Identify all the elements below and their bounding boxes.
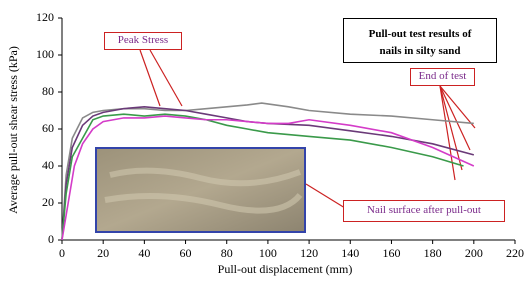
y-tick-label: 100	[36, 47, 54, 61]
x-tick-label: 100	[259, 246, 277, 260]
x-tick-label: 160	[382, 246, 400, 260]
y-tick-label: 80	[42, 84, 54, 98]
chart-title: Pull-out test results of nails in silty …	[343, 18, 497, 63]
chart-container: Pull-out displacement (mm) Average pull-…	[0, 0, 529, 281]
y-tick-label: 120	[36, 10, 54, 24]
x-tick-label: 220	[506, 246, 524, 260]
x-tick-label: 20	[97, 246, 109, 260]
annotation: Nail surface after pull-out	[343, 200, 505, 222]
y-axis-label: Average pull-out shear stress (kPa)	[6, 46, 20, 214]
x-tick-label: 80	[221, 246, 233, 260]
x-tick-label: 40	[138, 246, 150, 260]
nail-photo	[96, 148, 305, 232]
x-tick-label: 180	[424, 246, 442, 260]
x-axis-label: Pull-out displacement (mm)	[218, 262, 353, 276]
annotation: End of test	[410, 68, 475, 86]
x-tick-label: 140	[341, 246, 359, 260]
x-tick-label: 60	[180, 246, 192, 260]
y-tick-label: 0	[48, 232, 54, 246]
x-tick-label: 200	[465, 246, 483, 260]
y-tick-label: 40	[42, 158, 54, 172]
x-tick-label: 120	[300, 246, 318, 260]
y-tick-label: 20	[42, 195, 54, 209]
annotation: Peak Stress	[104, 32, 182, 50]
y-tick-label: 60	[42, 121, 54, 135]
x-tick-label: 0	[59, 246, 65, 260]
